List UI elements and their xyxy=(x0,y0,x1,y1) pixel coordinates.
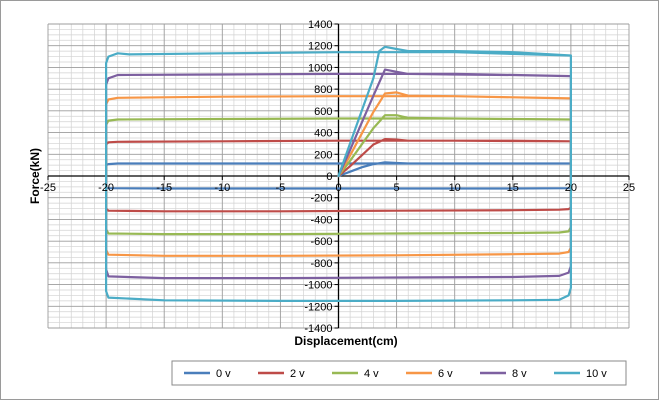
x-tick-label: -10 xyxy=(214,182,230,194)
y-axis-label: Force(kN) xyxy=(28,148,42,204)
legend-label: 10 v xyxy=(586,368,607,380)
legend-label: 2 v xyxy=(290,368,305,380)
y-tick-label: 400 xyxy=(314,128,332,140)
series-line xyxy=(104,45,573,302)
legend-label: 8 v xyxy=(512,368,527,380)
series-line xyxy=(104,91,573,257)
y-tick-label: 1000 xyxy=(308,62,332,74)
series-line xyxy=(104,68,573,280)
x-tick-label: 25 xyxy=(623,182,635,194)
y-tick-label: -200 xyxy=(310,193,332,205)
y-tick-label: 1400 xyxy=(308,19,332,31)
y-tick-label: 800 xyxy=(314,84,332,96)
y-tick-label: 1200 xyxy=(308,41,332,53)
x-tick-label: -20 xyxy=(98,182,114,194)
y-tick-label: -600 xyxy=(310,236,332,248)
series-line xyxy=(104,161,573,190)
x-tick-label: -5 xyxy=(276,182,286,194)
y-tick-label: 200 xyxy=(314,149,332,161)
series-line xyxy=(104,138,573,213)
legend-box xyxy=(171,360,627,386)
legend: 0 v 2 v 4 v 6 v 8 v 10 v xyxy=(171,360,627,386)
series-line xyxy=(104,114,573,236)
x-axis-label: Displacement(cm) xyxy=(294,334,397,348)
x-tick-label: 10 xyxy=(449,182,461,194)
y-tick-label: 600 xyxy=(314,106,332,118)
y-tick-label: -1000 xyxy=(304,280,332,292)
x-tick-label: 20 xyxy=(565,182,577,194)
y-tick-label: 0 xyxy=(326,171,332,183)
y-tick-label: -800 xyxy=(310,258,332,270)
x-tick-label: -25 xyxy=(40,182,56,194)
x-tick-label: 5 xyxy=(394,182,400,194)
legend-label: 0 v xyxy=(216,368,231,380)
y-tick-label: -1400 xyxy=(304,323,332,335)
legend-label: 4 v xyxy=(364,368,379,380)
tick-labels: -25 -20 -15 -10 -5 0 5 10 15 20 25 -1400 -1200 -1000 -… xyxy=(40,19,635,335)
series-lines xyxy=(104,45,573,302)
x-tick-label: -15 xyxy=(156,182,172,194)
y-tick-label: -400 xyxy=(310,214,332,226)
legend-label: 6 v xyxy=(438,368,453,380)
x-tick-label: 15 xyxy=(507,182,519,194)
x-tick-label: 0 xyxy=(335,182,341,194)
y-tick-label: -1200 xyxy=(304,301,332,313)
